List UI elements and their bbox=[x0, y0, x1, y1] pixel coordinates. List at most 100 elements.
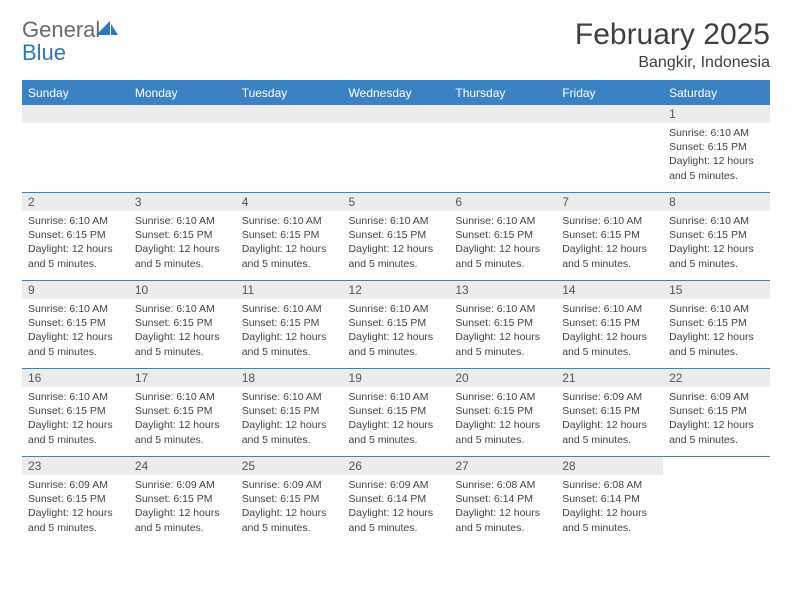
weekday-header: Friday bbox=[556, 81, 663, 105]
sunrise-text: Sunrise: 6:10 AM bbox=[562, 302, 657, 316]
sunset-text: Sunset: 6:15 PM bbox=[455, 228, 550, 242]
week-row: 23Sunrise: 6:09 AMSunset: 6:15 PMDayligh… bbox=[22, 457, 770, 545]
daylight-text: Daylight: 12 hours bbox=[669, 330, 764, 344]
day-cell: 10Sunrise: 6:10 AMSunset: 6:15 PMDayligh… bbox=[129, 281, 236, 369]
day-cell bbox=[236, 105, 343, 193]
day-cell: 5Sunrise: 6:10 AMSunset: 6:15 PMDaylight… bbox=[343, 193, 450, 281]
sunrise-text: Sunrise: 6:10 AM bbox=[28, 390, 123, 404]
daylight-text: and 5 minutes. bbox=[669, 345, 764, 359]
day-number: 12 bbox=[343, 281, 450, 299]
brand-text: General Blue bbox=[22, 18, 118, 64]
daylight-text: and 5 minutes. bbox=[242, 257, 337, 271]
daylight-text: Daylight: 12 hours bbox=[135, 242, 230, 256]
sunrise-text: Sunrise: 6:10 AM bbox=[455, 390, 550, 404]
daylight-text: and 5 minutes. bbox=[669, 169, 764, 183]
daylight-text: Daylight: 12 hours bbox=[242, 330, 337, 344]
day-details: Sunrise: 6:10 AMSunset: 6:15 PMDaylight:… bbox=[22, 299, 129, 363]
sunrise-text: Sunrise: 6:09 AM bbox=[242, 478, 337, 492]
day-cell: 13Sunrise: 6:10 AMSunset: 6:15 PMDayligh… bbox=[449, 281, 556, 369]
sunset-text: Sunset: 6:15 PM bbox=[242, 316, 337, 330]
daylight-text: and 5 minutes. bbox=[349, 257, 444, 271]
day-cell: 2Sunrise: 6:10 AMSunset: 6:15 PMDaylight… bbox=[22, 193, 129, 281]
sunrise-text: Sunrise: 6:10 AM bbox=[562, 214, 657, 228]
daylight-text: Daylight: 12 hours bbox=[28, 242, 123, 256]
day-number: 2 bbox=[22, 193, 129, 211]
day-number: 17 bbox=[129, 369, 236, 387]
daylight-text: Daylight: 12 hours bbox=[349, 418, 444, 432]
day-number: 27 bbox=[449, 457, 556, 475]
sunset-text: Sunset: 6:15 PM bbox=[562, 316, 657, 330]
sunrise-text: Sunrise: 6:10 AM bbox=[135, 214, 230, 228]
daylight-text: and 5 minutes. bbox=[28, 521, 123, 535]
weekday-header: Sunday bbox=[22, 81, 129, 105]
sunrise-text: Sunrise: 6:10 AM bbox=[242, 302, 337, 316]
sunrise-text: Sunrise: 6:10 AM bbox=[28, 302, 123, 316]
day-details: Sunrise: 6:10 AMSunset: 6:15 PMDaylight:… bbox=[663, 299, 770, 363]
day-details: Sunrise: 6:10 AMSunset: 6:15 PMDaylight:… bbox=[129, 387, 236, 451]
sunset-text: Sunset: 6:15 PM bbox=[349, 228, 444, 242]
day-details: Sunrise: 6:09 AMSunset: 6:15 PMDaylight:… bbox=[556, 387, 663, 451]
daylight-text: Daylight: 12 hours bbox=[669, 418, 764, 432]
daylight-text: and 5 minutes. bbox=[562, 345, 657, 359]
day-details: Sunrise: 6:10 AMSunset: 6:15 PMDaylight:… bbox=[556, 211, 663, 275]
day-number: 6 bbox=[449, 193, 556, 211]
day-number: 13 bbox=[449, 281, 556, 299]
day-number: 3 bbox=[129, 193, 236, 211]
day-number: 5 bbox=[343, 193, 450, 211]
day-number: 25 bbox=[236, 457, 343, 475]
day-number: 24 bbox=[129, 457, 236, 475]
week-row: 16Sunrise: 6:10 AMSunset: 6:15 PMDayligh… bbox=[22, 369, 770, 457]
sunset-text: Sunset: 6:15 PM bbox=[562, 228, 657, 242]
sunset-text: Sunset: 6:15 PM bbox=[669, 316, 764, 330]
day-cell: 26Sunrise: 6:09 AMSunset: 6:14 PMDayligh… bbox=[343, 457, 450, 545]
daylight-text: and 5 minutes. bbox=[562, 521, 657, 535]
weekday-header: Tuesday bbox=[236, 81, 343, 105]
sunrise-text: Sunrise: 6:10 AM bbox=[135, 390, 230, 404]
day-number: 9 bbox=[22, 281, 129, 299]
weekday-header: Saturday bbox=[663, 81, 770, 105]
sunrise-text: Sunrise: 6:10 AM bbox=[242, 390, 337, 404]
daylight-text: and 5 minutes. bbox=[135, 433, 230, 447]
weekday-header: Thursday bbox=[449, 81, 556, 105]
day-details: Sunrise: 6:10 AMSunset: 6:15 PMDaylight:… bbox=[663, 211, 770, 275]
day-number bbox=[556, 105, 663, 123]
sunrise-text: Sunrise: 6:10 AM bbox=[349, 390, 444, 404]
daylight-text: and 5 minutes. bbox=[28, 257, 123, 271]
day-details: Sunrise: 6:10 AMSunset: 6:15 PMDaylight:… bbox=[129, 299, 236, 363]
sunrise-text: Sunrise: 6:10 AM bbox=[349, 302, 444, 316]
sunset-text: Sunset: 6:15 PM bbox=[562, 404, 657, 418]
day-details: Sunrise: 6:10 AMSunset: 6:15 PMDaylight:… bbox=[343, 387, 450, 451]
day-number: 10 bbox=[129, 281, 236, 299]
day-cell: 12Sunrise: 6:10 AMSunset: 6:15 PMDayligh… bbox=[343, 281, 450, 369]
day-details: Sunrise: 6:09 AMSunset: 6:15 PMDaylight:… bbox=[236, 475, 343, 539]
day-cell bbox=[343, 105, 450, 193]
week-row: 9Sunrise: 6:10 AMSunset: 6:15 PMDaylight… bbox=[22, 281, 770, 369]
sunset-text: Sunset: 6:14 PM bbox=[455, 492, 550, 506]
daylight-text: Daylight: 12 hours bbox=[562, 418, 657, 432]
day-cell: 1Sunrise: 6:10 AMSunset: 6:15 PMDaylight… bbox=[663, 105, 770, 193]
day-details: Sunrise: 6:10 AMSunset: 6:15 PMDaylight:… bbox=[343, 299, 450, 363]
sunset-text: Sunset: 6:15 PM bbox=[28, 228, 123, 242]
sunset-text: Sunset: 6:14 PM bbox=[562, 492, 657, 506]
day-details: Sunrise: 6:10 AMSunset: 6:15 PMDaylight:… bbox=[343, 211, 450, 275]
sunset-text: Sunset: 6:15 PM bbox=[242, 492, 337, 506]
day-number bbox=[22, 105, 129, 123]
daylight-text: and 5 minutes. bbox=[349, 521, 444, 535]
weekday-header: Wednesday bbox=[343, 81, 450, 105]
day-details: Sunrise: 6:10 AMSunset: 6:15 PMDaylight:… bbox=[449, 387, 556, 451]
day-details: Sunrise: 6:09 AMSunset: 6:14 PMDaylight:… bbox=[343, 475, 450, 539]
sunrise-text: Sunrise: 6:10 AM bbox=[455, 214, 550, 228]
daylight-text: and 5 minutes. bbox=[562, 257, 657, 271]
sunrise-text: Sunrise: 6:08 AM bbox=[455, 478, 550, 492]
sunrise-text: Sunrise: 6:10 AM bbox=[455, 302, 550, 316]
weekday-header: Monday bbox=[129, 81, 236, 105]
title-block: February 2025 Bangkir, Indonesia bbox=[575, 18, 770, 72]
daylight-text: and 5 minutes. bbox=[135, 345, 230, 359]
day-number bbox=[449, 105, 556, 123]
daylight-text: Daylight: 12 hours bbox=[455, 242, 550, 256]
daylight-text: and 5 minutes. bbox=[455, 345, 550, 359]
daylight-text: Daylight: 12 hours bbox=[242, 506, 337, 520]
daylight-text: Daylight: 12 hours bbox=[28, 506, 123, 520]
sunset-text: Sunset: 6:15 PM bbox=[669, 404, 764, 418]
day-cell bbox=[663, 457, 770, 545]
